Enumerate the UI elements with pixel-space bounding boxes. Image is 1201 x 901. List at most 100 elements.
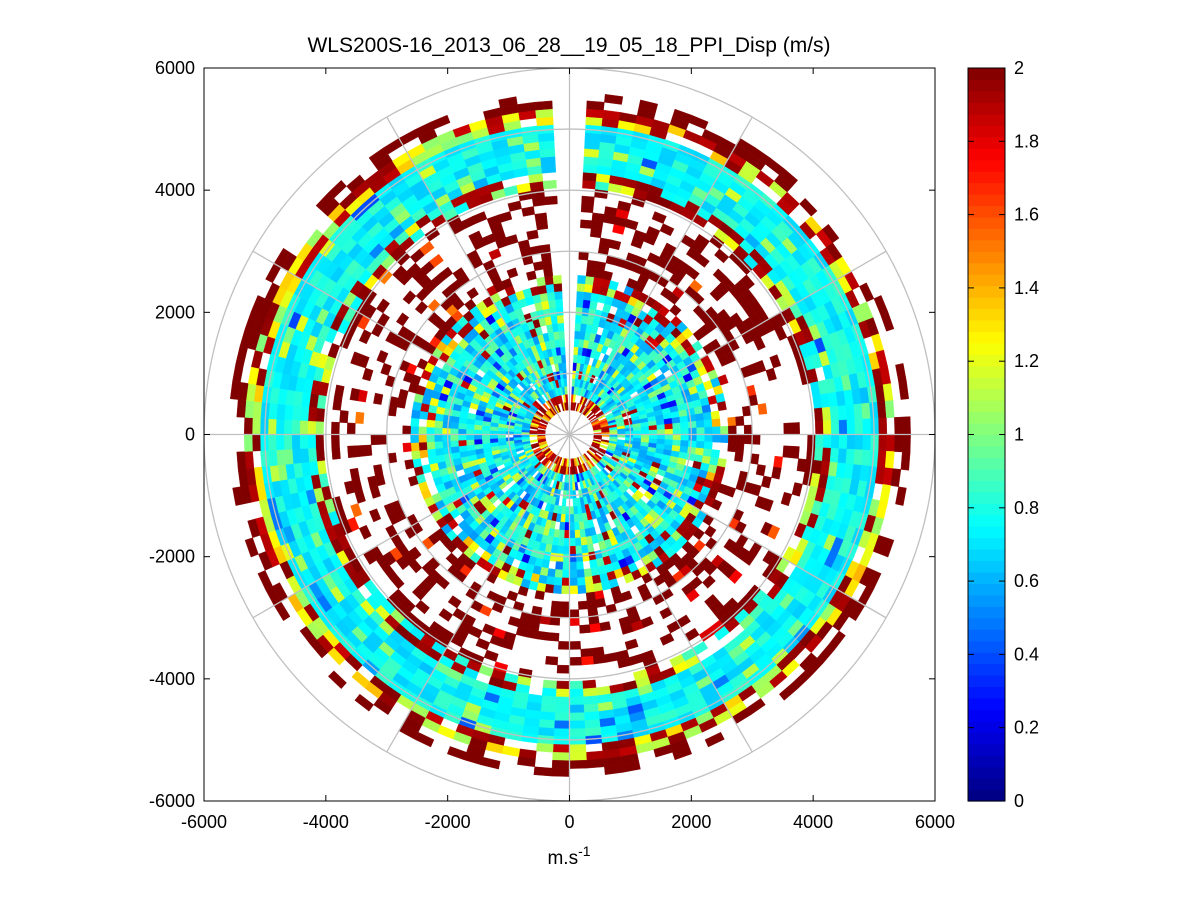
colorbar-strip (968, 262, 1005, 275)
ppi-cell (475, 637, 491, 651)
colorbar-strip (968, 766, 1005, 779)
colorbar-strip (968, 491, 1005, 504)
ppi-cell (695, 413, 705, 422)
ppi-cell (815, 420, 824, 435)
colorbar-strip (968, 549, 1005, 562)
ppi-cell (383, 502, 396, 516)
ppi-cell (553, 283, 563, 292)
ppi-cell (545, 656, 559, 666)
chart-title: WLS200S-16_2013_06_28__19_05_18_PPI_Disp… (307, 34, 830, 57)
ppi-cell (574, 529, 581, 539)
colorbar-tick-label: 1.8 (1014, 131, 1039, 151)
ppi-cell (541, 259, 553, 270)
ppi-cell (560, 585, 570, 595)
ppi-cell (410, 425, 419, 435)
ppi-cell (608, 239, 622, 251)
ppi-cell (283, 434, 293, 450)
colorbar-strip (968, 136, 1005, 149)
ppi-cell (846, 419, 856, 435)
ppi-cell (331, 421, 340, 435)
ppi-cell (283, 404, 294, 421)
ppi-cell (595, 597, 607, 608)
colorbar-strip (968, 400, 1005, 413)
ppi-cell (853, 403, 863, 420)
ppi-cell (648, 429, 658, 435)
ppi-cell (416, 358, 429, 370)
ppi-cell (418, 441, 428, 451)
ppi-cell (702, 448, 713, 458)
ppi-cell (547, 632, 560, 642)
ppi-cell (537, 727, 555, 737)
ppi-cell (580, 544, 589, 554)
colorbar-strip (968, 663, 1005, 676)
ppi-cell (878, 434, 888, 452)
ppi-cell (680, 428, 690, 435)
ppi-cell (555, 298, 564, 308)
ppi-cell (550, 315, 559, 325)
ppi-cell (558, 641, 570, 650)
ppi-cell (283, 448, 294, 465)
colorbar-strip (968, 617, 1005, 630)
ppi-cell (604, 94, 624, 105)
ppi-cell (561, 362, 567, 371)
ppi-cell (584, 140, 601, 150)
ppi-cell (315, 434, 324, 449)
ppi-cell (680, 434, 690, 441)
ppi-cell (576, 569, 585, 579)
ppi-cell (441, 427, 451, 435)
ppi-cell (773, 455, 783, 469)
ppi-cell (411, 586, 427, 601)
ppi-cell (685, 266, 700, 281)
ppi-cell (902, 416, 911, 435)
ppi-cell (584, 719, 601, 729)
ppi-cell (625, 427, 634, 432)
ppi-cell (236, 399, 247, 418)
ppi-cell (426, 419, 436, 428)
ppi-cell (327, 670, 347, 689)
ppi-cell (541, 300, 550, 310)
colorbar-tick-label: 0.2 (1014, 718, 1039, 738)
ppi-cell (651, 211, 667, 224)
ppi-cell (585, 591, 596, 602)
ppi-cell (573, 505, 579, 515)
ppi-cell (331, 446, 341, 460)
ppi-cell (735, 434, 745, 444)
ppi-cell (367, 475, 378, 489)
ppi-cell (560, 354, 566, 364)
ppi-cell (877, 450, 887, 468)
x-tick-label: 0 (564, 812, 574, 832)
ppi-cell (671, 416, 681, 424)
ppi-cell (559, 609, 570, 618)
ppi-cell (441, 434, 451, 442)
ppi-cell (473, 434, 483, 440)
colorbar-strip (968, 331, 1005, 344)
ppi-cell (727, 416, 737, 427)
ppi-cell (465, 439, 475, 446)
ppi-cell (561, 577, 570, 587)
ppi-cell (648, 425, 658, 431)
ppi-cell (347, 445, 357, 459)
x-tick-label: 6000 (915, 812, 955, 832)
ppi-cell (583, 711, 600, 721)
ppi-cell (799, 197, 818, 217)
ppi-cell (419, 449, 429, 459)
ppi-cell (663, 418, 673, 425)
ppi-cell (553, 577, 563, 586)
ppi-cell (439, 266, 454, 281)
ppi-cell (862, 434, 872, 451)
colorbar-strip (968, 594, 1005, 607)
ppi-cell (659, 223, 675, 237)
ppi-cell (429, 253, 444, 268)
ppi-cell (376, 350, 389, 364)
ppi-cell (717, 401, 727, 412)
ppi-cell (837, 448, 848, 464)
ppi-cell (291, 405, 302, 421)
ppi-cell (291, 419, 301, 435)
ppi-cell (426, 426, 435, 435)
ppi-cell (640, 425, 650, 431)
ppi-cell (449, 434, 459, 441)
ppi-cell (538, 140, 555, 150)
colorbar-strip (968, 113, 1005, 126)
ppi-cell (354, 693, 374, 712)
ppi-cell (696, 427, 705, 435)
